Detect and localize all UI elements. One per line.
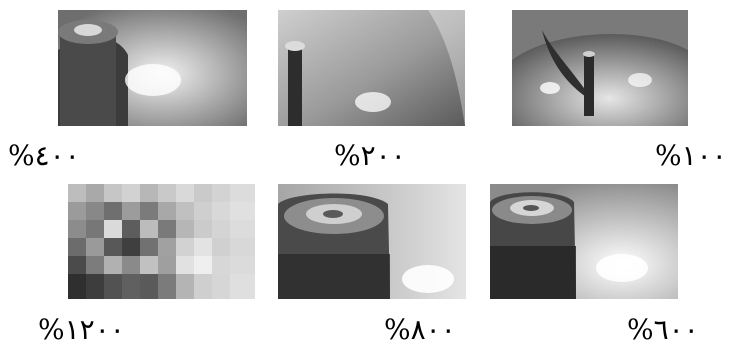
zoom-label-800: %٨٠٠ <box>384 313 456 346</box>
zoom-label-400: %٤٠٠ <box>8 139 80 172</box>
apple-stem-photo-zoom-600 <box>490 184 678 299</box>
apple-stem-photo-zoom-200 <box>278 10 465 126</box>
zoom-label-200: %٢٠٠ <box>334 139 406 172</box>
zoom-label-600: %٦٠٠ <box>627 313 699 346</box>
apple-with-leaf-photo-zoom-100 <box>512 10 688 126</box>
apple-stem-photo-zoom-800 <box>278 184 466 299</box>
apple-stem-photo-zoom-1200 <box>68 184 255 299</box>
zoom-label-100: %١٠٠ <box>655 139 727 172</box>
zoom-label-1200: %١٢٠٠ <box>38 313 125 346</box>
apple-stem-photo-zoom-400 <box>58 10 247 126</box>
